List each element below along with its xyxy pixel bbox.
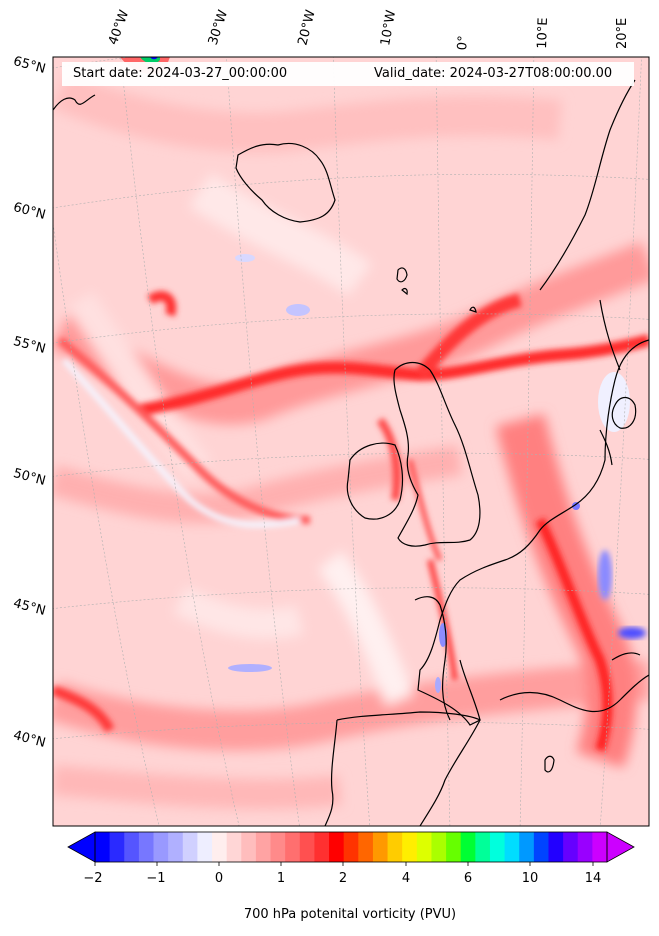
colorbar-swatches	[95, 832, 608, 862]
colorbar-swatch	[109, 832, 125, 862]
colorbar-swatch	[270, 832, 286, 862]
cb-tick-label-14: 14	[584, 871, 602, 886]
graticule	[53, 57, 649, 826]
cb-tick-label-6: 6	[463, 871, 473, 886]
colorbar-swatch	[241, 832, 257, 862]
colorbar-extend-high	[606, 831, 635, 863]
header-box	[62, 62, 634, 86]
colorbar-swatch	[460, 832, 476, 862]
cb-tick-label-0: 0	[214, 871, 224, 886]
colorbar-swatch	[212, 832, 228, 862]
valid-date-label: Valid_date: 2024-03-27T08:00:00.00	[374, 66, 613, 81]
colorbar-swatch	[343, 832, 359, 862]
colorbar-swatch	[533, 832, 549, 862]
colorbar-extend-low	[67, 831, 96, 863]
colorbar-swatch	[563, 832, 579, 862]
colorbar-swatch	[387, 832, 403, 862]
colorbar-swatch	[95, 832, 111, 862]
colorbar-swatch	[124, 832, 140, 862]
colorbar-swatch	[431, 832, 447, 862]
colorbar-swatch	[489, 832, 506, 862]
colorbar-swatch	[416, 832, 432, 862]
colorbar-swatch	[329, 832, 345, 862]
cb-tick-label-m2: −2	[83, 871, 103, 886]
lon-label-10e: 10°E	[535, 17, 552, 49]
colorbar-swatch	[285, 832, 301, 862]
colorbar-ticks	[94, 862, 594, 866]
pv-field	[53, 57, 649, 810]
colorbar-swatch	[446, 832, 462, 862]
colorbar-swatch	[372, 832, 389, 862]
cb-tick-label-4: 4	[401, 871, 411, 886]
cb-tick-label-2: 2	[338, 871, 348, 886]
colorbar	[67, 831, 635, 866]
lon-label-20e: 20°E	[615, 17, 630, 49]
colorbar-swatch	[226, 832, 242, 862]
colorbar-swatch	[182, 832, 198, 862]
colorbar-swatch	[475, 832, 491, 862]
lon-label-0: 0°	[455, 34, 472, 51]
start-date-label: Start date: 2024-03-27_00:00:00	[73, 66, 288, 81]
colorbar-title: 700 hPa potenital vorticity (PVU)	[243, 907, 457, 922]
colorbar-swatch	[197, 832, 213, 862]
colorbar-swatch	[592, 832, 608, 862]
cb-tick-label-10: 10	[521, 871, 539, 886]
colorbar-swatch	[314, 832, 330, 862]
colorbar-swatch	[168, 832, 184, 862]
colorbar-swatch	[577, 832, 593, 862]
colorbar-swatch	[255, 832, 272, 862]
colorbar-swatch	[138, 832, 155, 862]
cb-tick-label-1: 1	[276, 871, 286, 886]
colorbar-swatch	[504, 832, 520, 862]
map-panel	[53, 57, 649, 826]
cb-tick-label-m1: −1	[146, 871, 166, 886]
colorbar-swatch	[299, 832, 315, 862]
colorbar-frame	[94, 831, 608, 863]
colorbar-swatch	[153, 832, 169, 862]
colorbar-swatch	[519, 832, 535, 862]
map-frame	[52, 56, 650, 827]
colorbar-swatch	[358, 832, 374, 862]
coastlines	[53, 79, 649, 826]
colorbar-swatch	[402, 832, 418, 862]
colorbar-swatch	[548, 832, 564, 862]
